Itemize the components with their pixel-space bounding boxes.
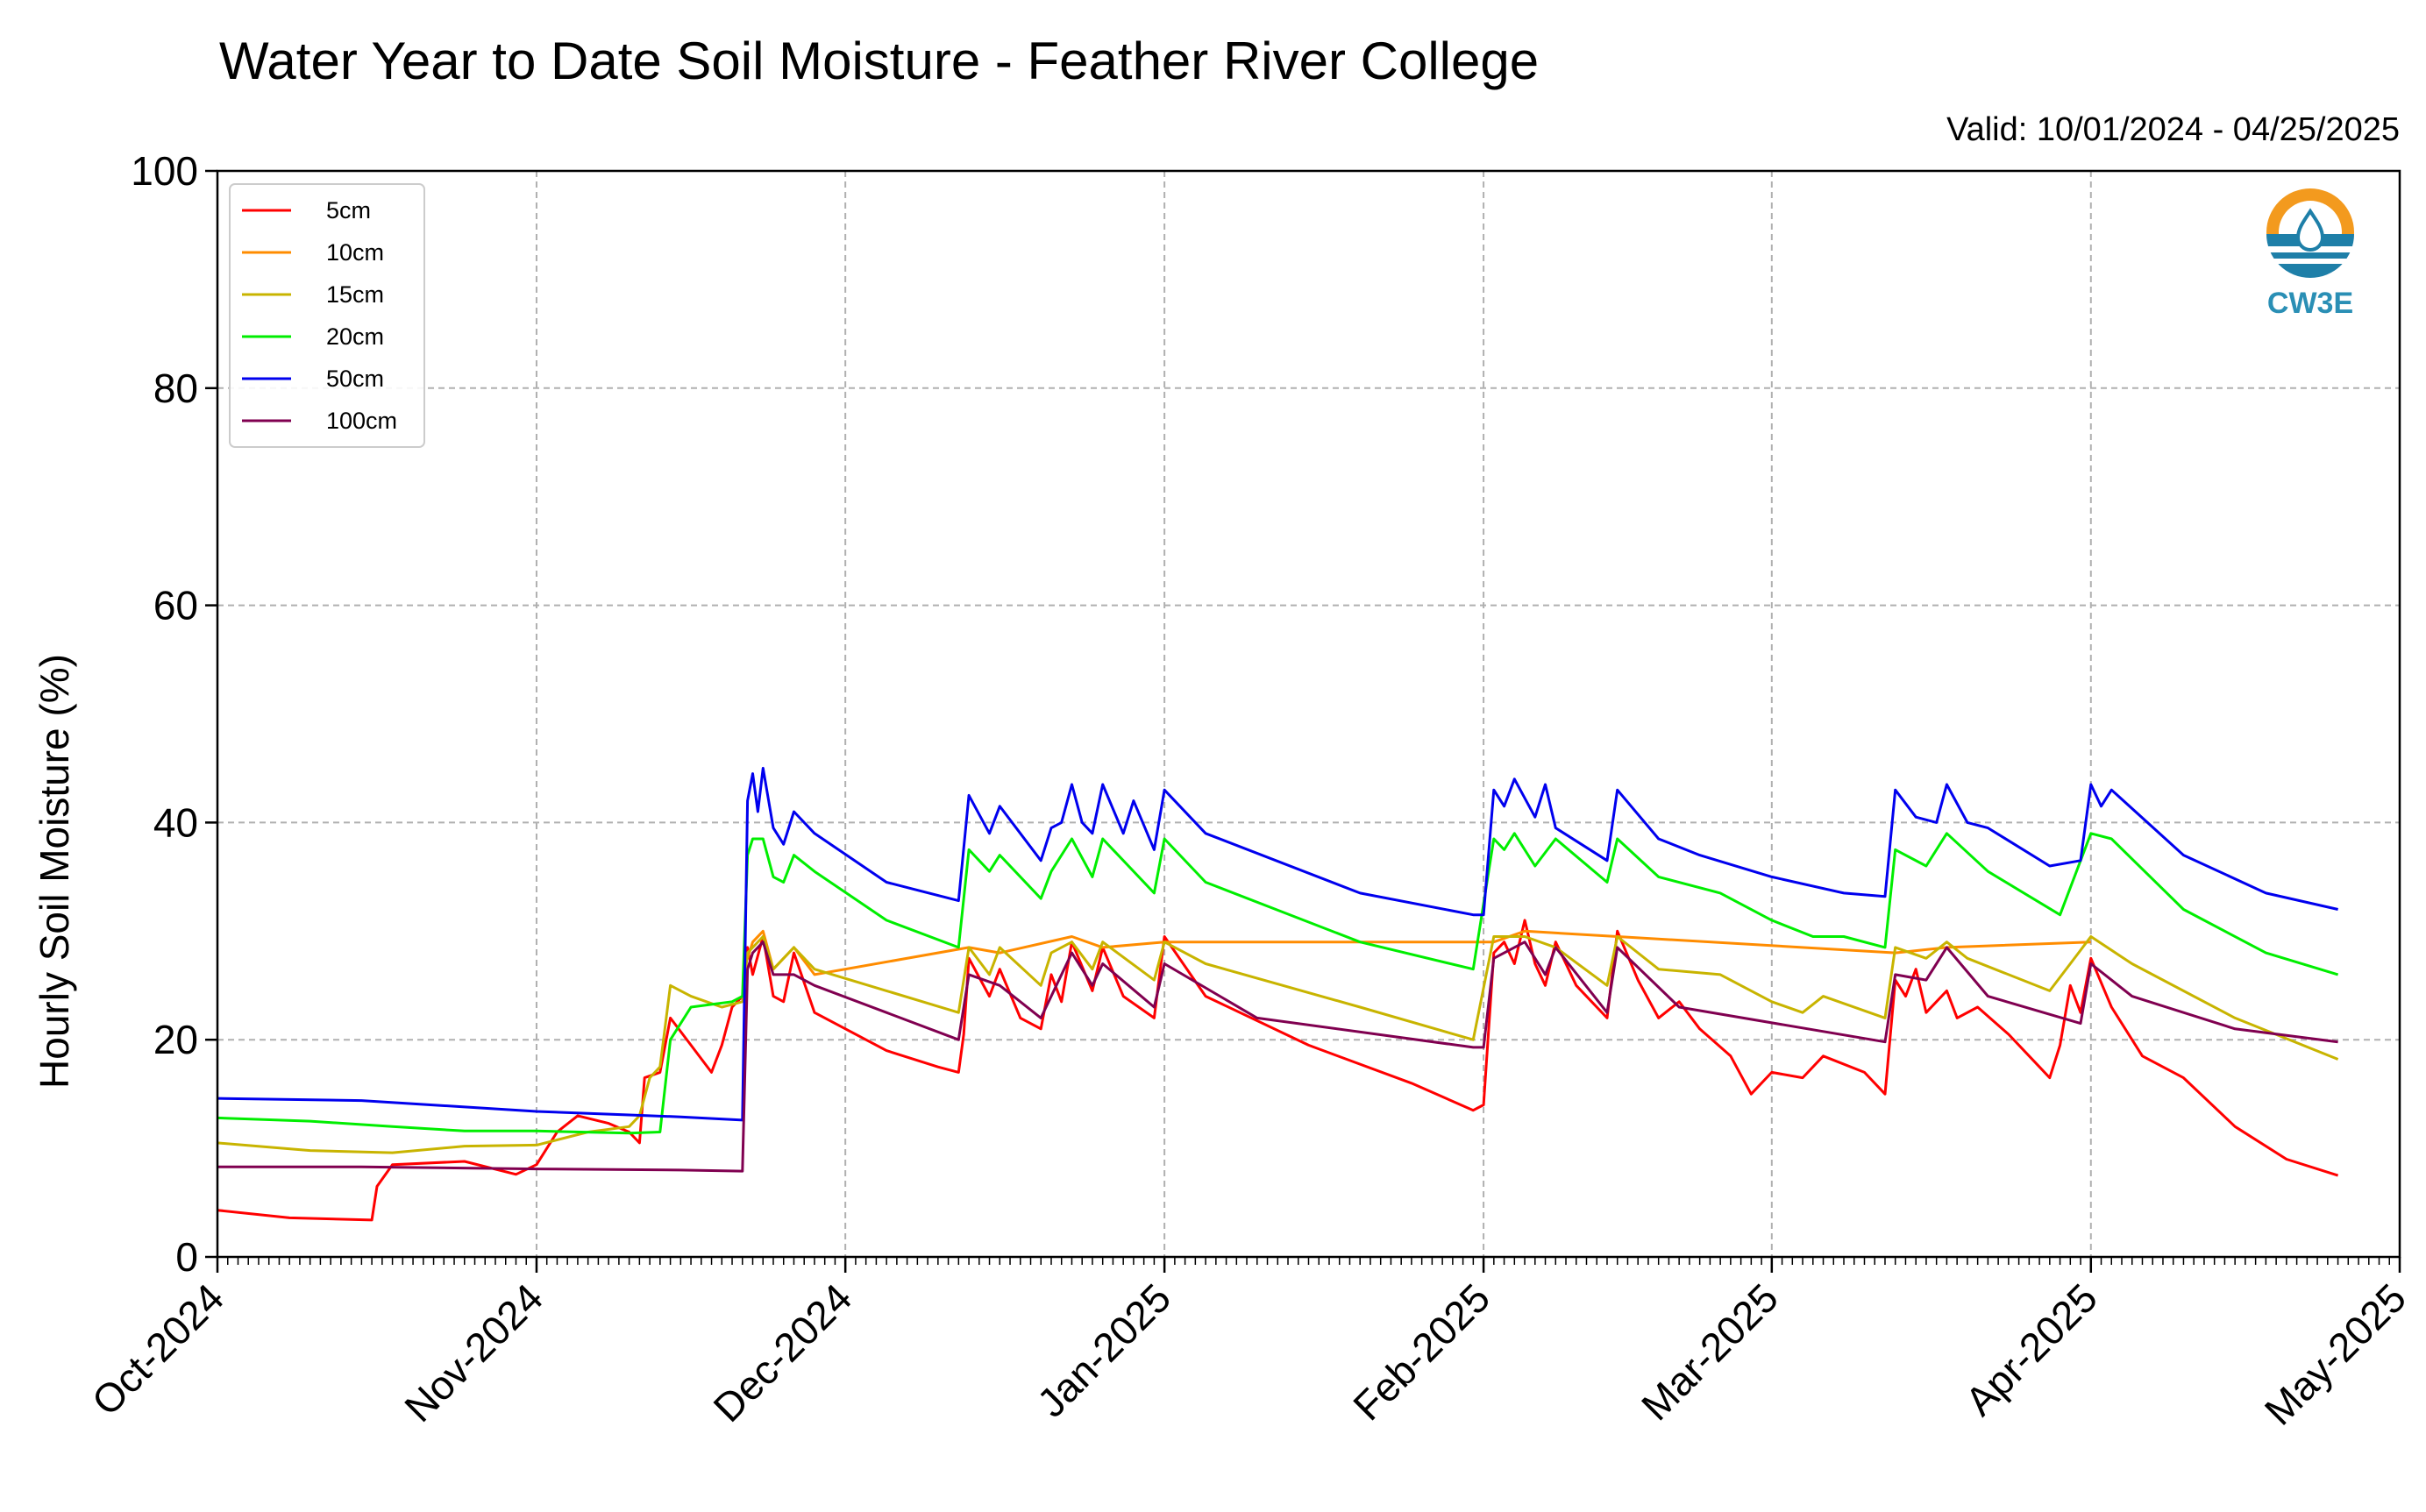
legend-box [229,183,425,448]
legend-label: 15cm [326,281,384,308]
x-tick-label: Dec-2024 [704,1274,860,1430]
series-line-5cm [217,919,2339,1222]
y-tick-label: 20 [153,1017,198,1062]
legend-label: 50cm [326,366,384,392]
legend-label: 10cm [326,239,384,266]
y-tick-label: 80 [153,366,198,411]
y-tick-label: 0 [175,1234,198,1280]
series-line-50cm [217,766,2338,1122]
series-line-20cm [217,832,2339,1135]
x-tick-label: Nov-2024 [395,1274,551,1430]
series-lines [217,766,2339,1222]
y-tick-label: 60 [153,583,198,628]
plot-frame [216,169,2401,1259]
x-tick-label: Feb-2025 [1344,1274,1498,1429]
x-tick-label: May-2025 [2256,1274,2415,1433]
series-line-100cm [217,941,2338,1173]
series-line-10cm [746,929,2091,976]
x-tick-label: Oct-2024 [83,1274,233,1424]
gridlines [217,171,2400,1257]
valid-date-range: Valid: 10/01/2024 - 04/25/2025 [1946,111,2400,148]
y-tick-label: 100 [131,148,198,194]
y-axis-label: Hourly Soil Moisture (%) [32,654,77,1089]
cw3e-logo: CW3E [2266,188,2354,320]
x-tick-label: Apr-2025 [1956,1274,2106,1424]
legend-label: 5cm [326,197,371,224]
y-tick-label: 40 [153,799,198,845]
series-line-15cm [217,935,2339,1154]
axes: 0 20 40 60 80 100 Oct-2024 Nov-2024 Dec-2024 Jan-… [83,148,2415,1434]
logo-text: CW3E [2267,287,2353,320]
legend-label: 20cm [326,323,384,350]
chart-title: Water Year to Date Soil Moisture - Feath… [219,32,1539,90]
x-tick-label: Jan-2025 [1028,1274,1179,1425]
legend: 5cm 10cm 15cm 20cm 50cm 100cm [229,183,425,448]
legend-label: 100cm [326,408,397,434]
x-tick-label: Mar-2025 [1633,1274,1787,1429]
